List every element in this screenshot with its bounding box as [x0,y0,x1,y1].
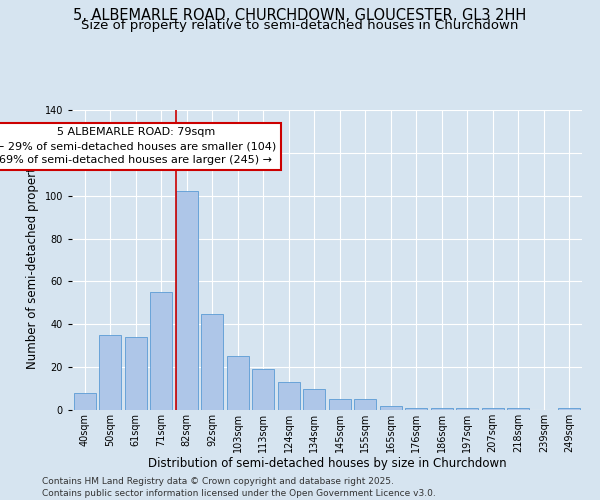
Y-axis label: Number of semi-detached properties: Number of semi-detached properties [26,150,39,370]
Bar [253,370,274,410]
Bar [457,408,478,410]
Bar [559,408,580,410]
Bar [406,408,427,410]
Text: Contains HM Land Registry data © Crown copyright and database right 2025.
Contai: Contains HM Land Registry data © Crown c… [42,476,436,498]
Bar [227,356,248,410]
Bar [202,314,223,410]
Bar [431,408,452,410]
Text: Size of property relative to semi-detached houses in Churchdown: Size of property relative to semi-detach… [82,19,518,32]
Bar [482,408,503,410]
Bar [176,192,197,410]
Bar [74,393,95,410]
Bar [304,388,325,410]
Bar [329,400,350,410]
Bar [508,408,529,410]
Text: 5 ALBEMARLE ROAD: 79sqm
← 29% of semi-detached houses are smaller (104)
69% of s: 5 ALBEMARLE ROAD: 79sqm ← 29% of semi-de… [0,127,277,165]
Bar [125,337,146,410]
Text: 5, ALBEMARLE ROAD, CHURCHDOWN, GLOUCESTER, GL3 2HH: 5, ALBEMARLE ROAD, CHURCHDOWN, GLOUCESTE… [73,8,527,22]
Bar [100,335,121,410]
Bar [151,292,172,410]
Bar [278,382,299,410]
Bar [355,400,376,410]
Bar [380,406,401,410]
Text: Distribution of semi-detached houses by size in Churchdown: Distribution of semi-detached houses by … [148,458,506,470]
